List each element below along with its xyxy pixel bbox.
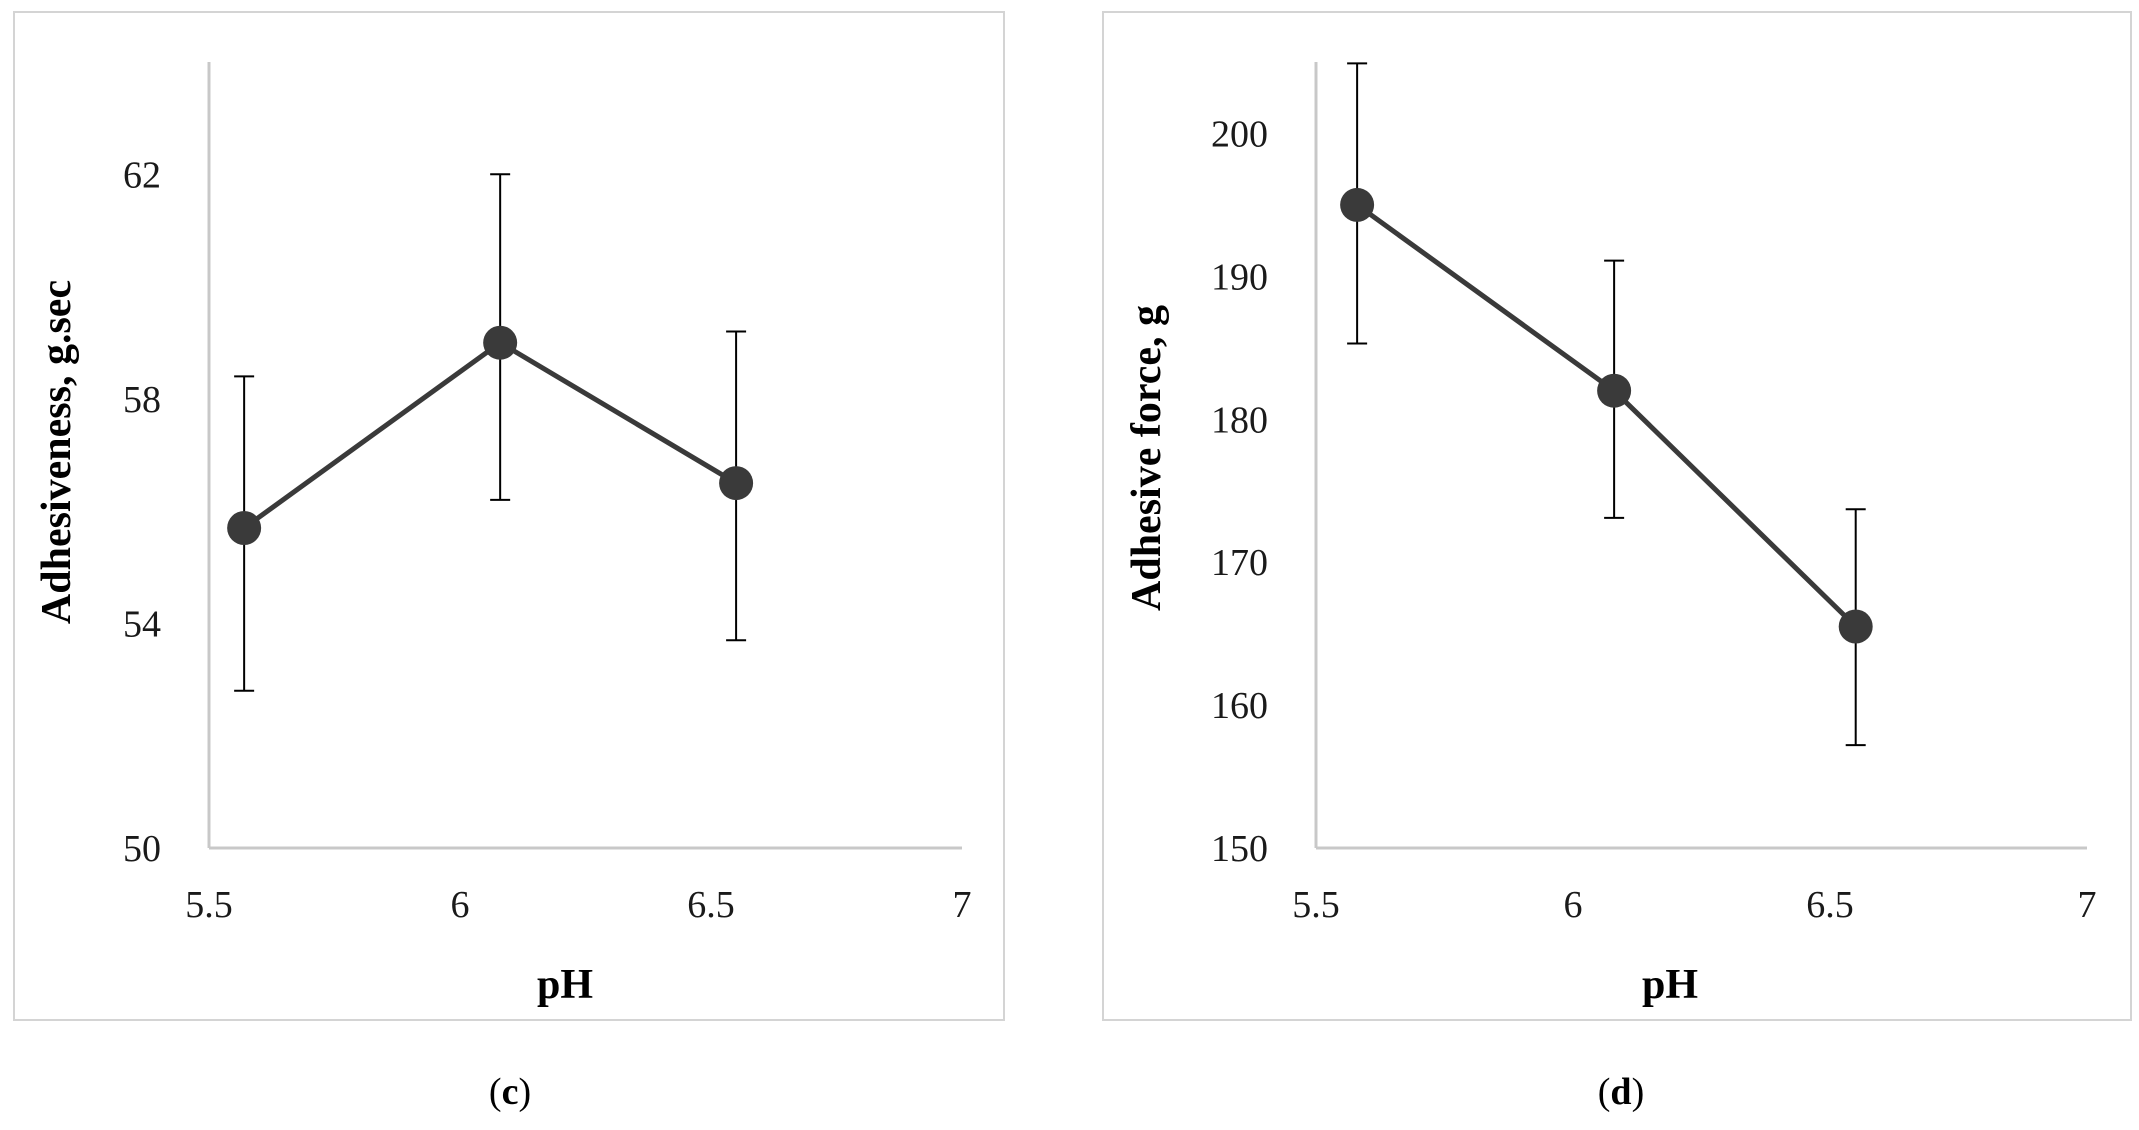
panel-c-frame (13, 11, 1005, 1021)
panel-d-x-tick-label: 5.5 (1292, 884, 1340, 926)
panel-d-y-tick-labels: 150 160 170 180 190 200 (1211, 113, 1268, 870)
panel-d-caption-open: ( (1598, 1071, 1611, 1113)
panel-d-y-tick-label: 150 (1211, 828, 1268, 870)
panel-c-y-tick-label: 62 (123, 154, 161, 196)
panel-d-y-tick-label: 170 (1211, 542, 1268, 584)
panel-d-frame (1102, 11, 2132, 1021)
panel-c-x-tick-label: 6 (451, 884, 470, 926)
panel-c-data-point (227, 510, 262, 545)
panel-c-data-point (483, 325, 518, 360)
panel-d-y-tick-label: 200 (1211, 113, 1268, 155)
panel-c-caption-close: ) (518, 1071, 531, 1113)
panel-d-data-point (1340, 187, 1375, 222)
panel-c-x-tick-label: 5.5 (185, 884, 233, 926)
panel-d-x-axis-title: pH (1642, 962, 1698, 1008)
panel-c-y-axis-title: Adhesiveness, g.sec (34, 280, 80, 624)
panel-c-caption: (c) (489, 1071, 531, 1113)
panel-d-x-tick-label: 6.5 (1806, 884, 1854, 926)
panel-d-x-tick-label: 6 (1564, 884, 1583, 926)
chart-panel-d: 150 160 170 180 190 200 5.5 6 6.5 7 pH Adhesive … (1102, 11, 2132, 1021)
panel-d-caption-close: ) (1632, 1071, 1645, 1113)
panel-d-caption-letter: d (1610, 1071, 1631, 1113)
panel-d-x-tick-label: 7 (2078, 884, 2097, 926)
panel-c-y-tick-label: 50 (123, 828, 161, 870)
panel-d-y-tick-label: 180 (1211, 399, 1268, 441)
panel-c-y-tick-label: 58 (123, 379, 161, 421)
panel-d-caption: (d) (1598, 1071, 1644, 1113)
panel-c-x-axis-title: pH (537, 962, 593, 1008)
panel-d-y-tick-label: 160 (1211, 685, 1268, 727)
panel-c-caption-letter: c (502, 1071, 519, 1113)
panel-d-y-axis-title: Adhesive force, g (1124, 305, 1170, 611)
panel-c-data-points (227, 325, 754, 545)
panel-d-data-point (1838, 609, 1873, 644)
panel-c-x-tick-label: 7 (953, 884, 972, 926)
panel-c-y-tick-labels: 50 54 58 62 (123, 154, 161, 870)
chart-panel-c: 50 54 58 62 5.5 6 6.5 7 pH Adhesiveness, g.sec (13, 11, 1005, 1021)
panel-d-data-points (1340, 187, 1873, 644)
panel-d-x-tick-labels: 5.5 6 6.5 7 (1292, 884, 2096, 926)
panel-c-caption-open: ( (489, 1071, 502, 1113)
panel-d-data-point (1597, 373, 1632, 408)
panel-c-y-tick-label: 54 (123, 603, 161, 645)
panel-c-x-tick-label: 6.5 (687, 884, 735, 926)
panel-d-y-tick-label: 190 (1211, 256, 1268, 298)
panel-c-data-point (719, 466, 754, 501)
panel-c-x-tick-labels: 5.5 6 6.5 7 (185, 884, 971, 926)
